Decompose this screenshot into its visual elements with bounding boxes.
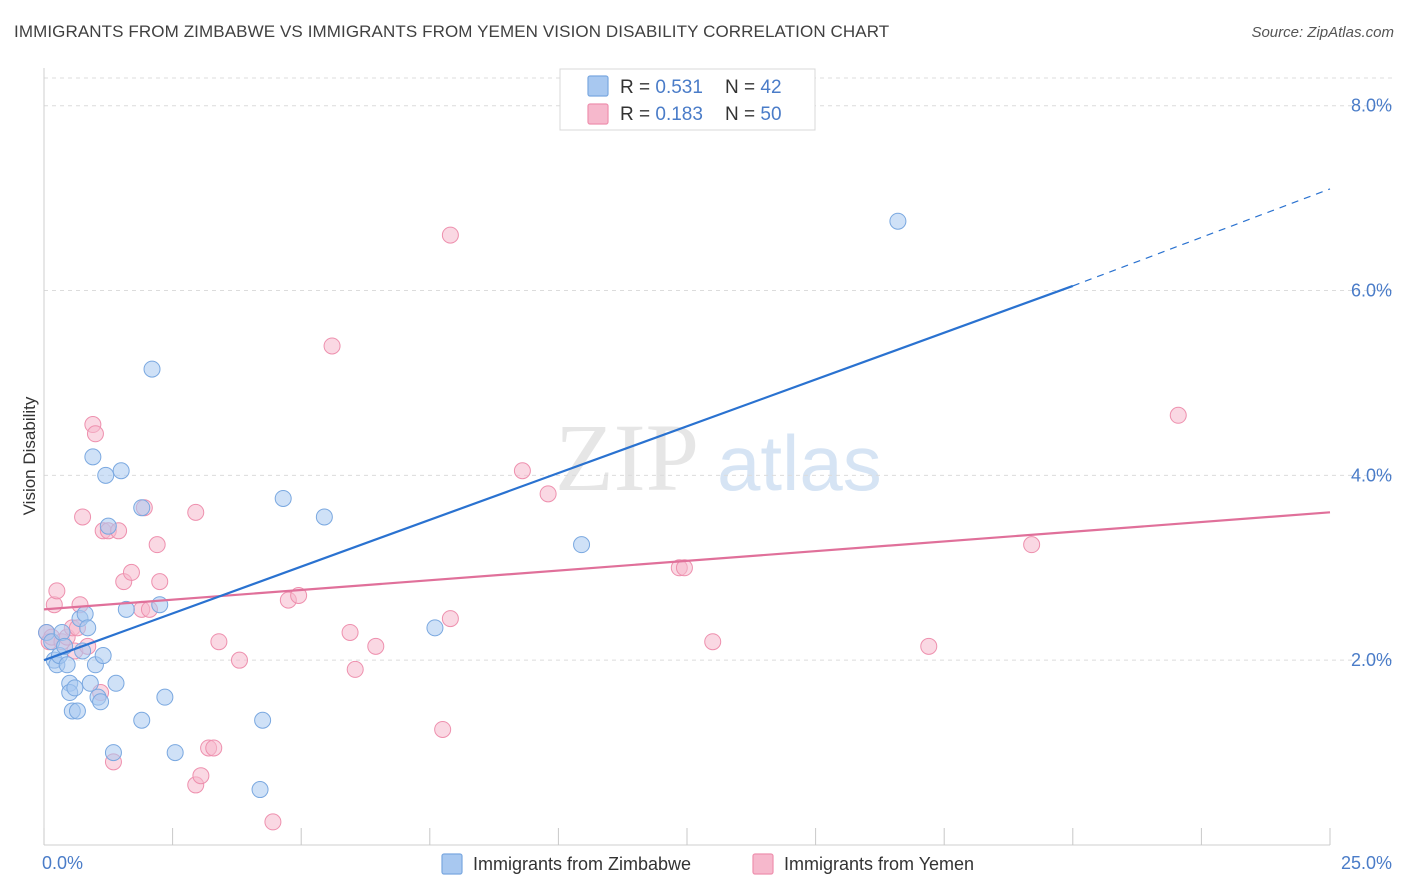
yemen-point (323, 337, 341, 355)
legend-label-yemen: Immigrants from Yemen (784, 854, 974, 874)
y-tick-label: 4.0% (1351, 465, 1392, 485)
y-tick-label: 8.0% (1351, 96, 1392, 116)
zimbabwe-point (104, 744, 122, 762)
zimbabwe-point (81, 674, 99, 692)
zimbabwe-point (117, 600, 135, 618)
yemen-point (513, 462, 531, 480)
zimbabwe-point (166, 744, 184, 762)
zimbabwe-point (66, 679, 84, 697)
zimbabwe-point (99, 517, 117, 535)
zimbabwe-point (53, 623, 71, 641)
y-tick-label: 6.0% (1351, 281, 1392, 301)
stats-legend-swatch-yemen (587, 103, 609, 125)
svg-text:R = 0.183: R = 0.183 (620, 104, 703, 125)
yemen-point (434, 720, 452, 738)
yemen-point (122, 563, 140, 581)
stats-n-label: N = (725, 77, 760, 98)
zimbabwe-point (143, 360, 161, 378)
zimbabwe-point (156, 688, 174, 706)
chart-title: IMMIGRANTS FROM ZIMBABWE VS IMMIGRANTS F… (14, 22, 890, 41)
zimbabwe-point (573, 536, 591, 554)
series-legend: Immigrants from Zimbabwe Immigrants from… (441, 853, 974, 875)
legend-swatch-yemen (752, 853, 774, 875)
zimbabwe-point (84, 448, 102, 466)
yemen-point (205, 739, 223, 757)
stats-n-label: N = (725, 104, 760, 125)
zimbabwe-point (254, 711, 272, 729)
yemen-trend-line (43, 511, 1331, 611)
zimbabwe-point (107, 674, 125, 692)
y-tick-label: 2.0% (1351, 650, 1392, 670)
yemen-point (86, 425, 104, 443)
yemen-point (187, 503, 205, 521)
zimbabwe-point (112, 462, 130, 480)
x-tick-label-max: 25.0% (1341, 853, 1392, 873)
zimbabwe-point (94, 647, 112, 665)
yemen-point (148, 536, 166, 554)
yemen-point (920, 637, 938, 655)
yemen-point (441, 610, 459, 628)
yemen-point (367, 637, 385, 655)
svg-text:N = 50: N = 50 (725, 104, 782, 125)
yemen-points (38, 226, 1187, 831)
zimbabwe-point (97, 466, 115, 484)
yemen-point (48, 582, 66, 600)
stats-legend: R = 0.531 N = 42 R = 0.183 N = 50 (559, 68, 816, 131)
yemen-point (341, 623, 359, 641)
stats-n-value: 50 (760, 104, 781, 125)
yemen-point (230, 651, 248, 669)
yemen-point (539, 485, 557, 503)
trend-lines (43, 188, 1331, 662)
watermark-zip: ZIP (555, 404, 699, 511)
zimbabwe-point (315, 508, 333, 526)
x-tick-label-min: 0.0% (42, 853, 83, 873)
zimbabwe-point (79, 619, 97, 637)
svg-text:N = 42: N = 42 (725, 77, 782, 98)
zimbabwe-point (133, 499, 151, 517)
legend-label-zimbabwe: Immigrants from Zimbabwe (473, 854, 691, 874)
stats-r-label: R = (620, 104, 655, 125)
zimbabwe-point (251, 781, 269, 799)
svg-text:R = 0.531: R = 0.531 (620, 77, 703, 98)
yemen-point (1169, 406, 1187, 424)
zimbabwe-point (274, 489, 292, 507)
y-axis-label: Vision Disability (20, 396, 39, 515)
zimbabwe-point (58, 656, 76, 674)
yemen-point (675, 559, 693, 577)
legend-swatch-zimbabwe (441, 853, 463, 875)
gridlines (44, 77, 1392, 661)
yemen-point (74, 508, 92, 526)
stats-r-value: 0.183 (655, 104, 703, 125)
zimbabwe-point (68, 702, 86, 720)
source-label: Source: ZipAtlas.com (1251, 24, 1394, 41)
yemen-point (1023, 536, 1041, 554)
zimbabwe-trend-line (43, 284, 1074, 662)
stats-r-value: 0.531 (655, 77, 703, 98)
yemen-point (346, 660, 364, 678)
zimbabwe-trend-extension (1072, 188, 1331, 287)
zimbabwe-point (92, 693, 110, 711)
zimbabwe-point (426, 619, 444, 637)
yemen-point (192, 767, 210, 785)
zimbabwe-point (133, 711, 151, 729)
yemen-point (210, 633, 228, 651)
stats-r-label: R = (620, 77, 655, 98)
zimbabwe-points (38, 212, 907, 799)
yemen-point (151, 573, 169, 591)
zimbabwe-point (76, 605, 94, 623)
yemen-point (45, 596, 63, 614)
zimbabwe-point (889, 212, 907, 230)
yemen-point (264, 813, 282, 831)
stats-n-value: 42 (760, 77, 781, 98)
watermark-atlas: atlas (717, 419, 882, 507)
yemen-point (704, 633, 722, 651)
yemen-point (441, 226, 459, 244)
stats-legend-swatch-zimbabwe (587, 75, 609, 97)
axes (43, 68, 1331, 846)
